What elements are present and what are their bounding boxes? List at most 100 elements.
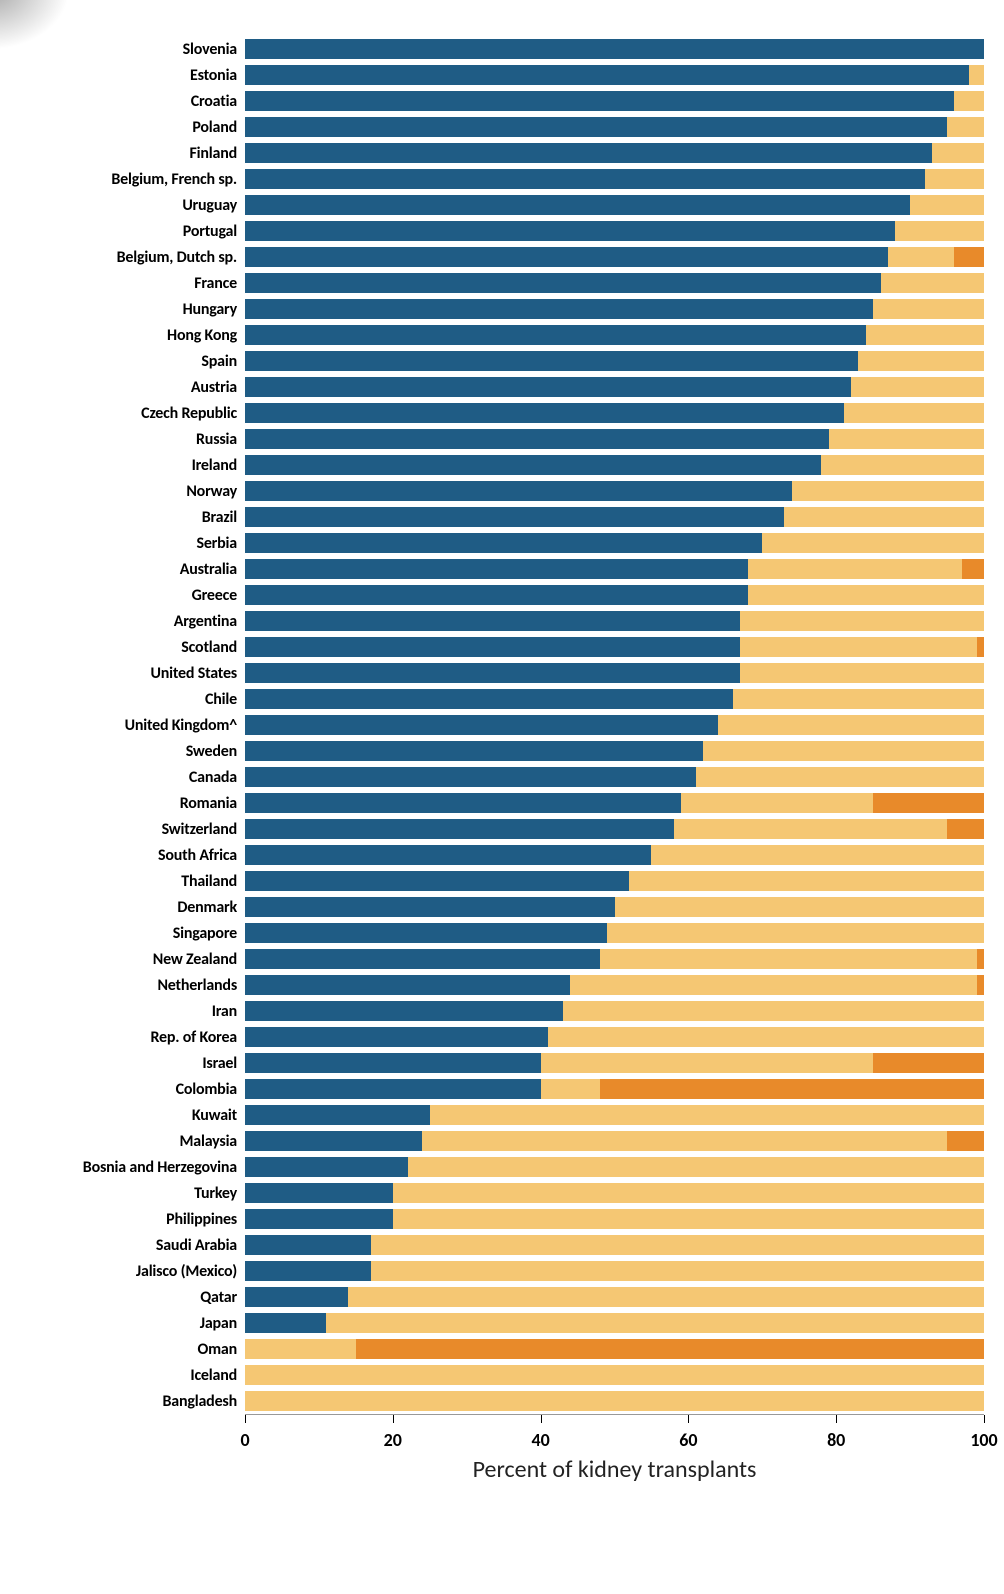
bar-segment-living: [954, 91, 984, 111]
bar-segment-deceased: [245, 1105, 430, 1125]
bar-segment-living: [740, 637, 976, 657]
country-label: South Africa: [20, 846, 245, 865]
country-label: Austria: [20, 378, 245, 397]
bar-segment-living: [910, 195, 984, 215]
bar-segment-deceased: [245, 975, 570, 995]
country-label: Philippines: [20, 1210, 245, 1229]
bar-segment-unknown: [873, 1053, 984, 1073]
bar-row: [245, 897, 984, 917]
bar-row: [245, 715, 984, 735]
bar-segment-living: [703, 741, 984, 761]
bar-segment-living: [947, 117, 984, 137]
bar-segment-living: [740, 663, 984, 683]
bar-segment-living: [748, 585, 984, 605]
bar-segment-deceased: [245, 325, 866, 345]
bar-segment-living: [829, 429, 984, 449]
bar-row: [245, 39, 984, 59]
bar-row: [245, 299, 984, 319]
bar-segment-deceased: [245, 1313, 326, 1333]
bar-segment-living: [430, 1105, 984, 1125]
bar-segment-living: [888, 247, 955, 267]
bar-segment-deceased: [245, 143, 932, 163]
bar-row: [245, 65, 984, 85]
country-label: Bosnia and Herzegovina: [20, 1158, 245, 1177]
bar-segment-living: [326, 1313, 984, 1333]
bar-segment-deceased: [245, 507, 784, 527]
bar-segment-deceased: [245, 1235, 371, 1255]
bar-segment-unknown: [356, 1339, 984, 1359]
bar-segment-living: [792, 481, 984, 501]
bar-segment-deceased: [245, 221, 895, 241]
bar-row: [245, 507, 984, 527]
bar-segment-deceased: [245, 585, 748, 605]
bar-segment-deceased: [245, 715, 718, 735]
bar-segment-deceased: [245, 299, 873, 319]
axis-tick-label: 20: [384, 1429, 402, 1451]
bar-segment-living: [748, 559, 962, 579]
bar-row: [245, 429, 984, 449]
country-label: Bangladesh: [20, 1392, 245, 1411]
country-label: Croatia: [20, 92, 245, 111]
bar-row: [245, 923, 984, 943]
bar-row: [245, 611, 984, 631]
bar-segment-living: [393, 1209, 984, 1229]
bar-segment-deceased: [245, 39, 984, 59]
bar-row: [245, 1157, 984, 1177]
country-label: Czech Republic: [20, 404, 245, 423]
bar-segment-living: [881, 273, 984, 293]
bar-segment-deceased: [245, 481, 792, 501]
bar-segment-unknown: [977, 975, 984, 995]
bar-segment-living: [718, 715, 984, 735]
bar-row: [245, 689, 984, 709]
bar-row: [245, 1365, 984, 1385]
bar-segment-deceased: [245, 663, 740, 683]
country-label: Netherlands: [20, 976, 245, 995]
bar-segment-unknown: [962, 559, 984, 579]
bar-segment-living: [245, 1391, 984, 1411]
bar-row: [245, 1287, 984, 1307]
axis-tick: [393, 1415, 394, 1423]
country-label: Iceland: [20, 1366, 245, 1385]
bar-segment-living: [873, 299, 984, 319]
country-label: Rep. of Korea: [20, 1028, 245, 1047]
bar-row: [245, 273, 984, 293]
bar-segment-deceased: [245, 351, 858, 371]
country-label: United States: [20, 664, 245, 683]
x-axis-ticks: [245, 1415, 984, 1425]
bar-segment-living: [925, 169, 984, 189]
bar-segment-unknown: [947, 1131, 984, 1151]
bar-segment-unknown: [873, 793, 984, 813]
bar-row: [245, 1261, 984, 1281]
bar-row: [245, 1391, 984, 1411]
bar-segment-deceased: [245, 1053, 541, 1073]
bar-segment-living: [932, 143, 984, 163]
bar-segment-living: [570, 975, 976, 995]
bar-row: [245, 91, 984, 111]
bar-segment-deceased: [245, 689, 733, 709]
bar-segment-living: [844, 403, 984, 423]
bar-segment-unknown: [954, 247, 984, 267]
axis-tick: [836, 1415, 837, 1423]
bar-row: [245, 221, 984, 241]
country-label: Jalisco (Mexico): [20, 1262, 245, 1281]
bar-segment-deceased: [245, 845, 651, 865]
bar-row: [245, 325, 984, 345]
bar-segment-living: [607, 923, 984, 943]
bar-segment-deceased: [245, 429, 829, 449]
bar-row: [245, 767, 984, 787]
axis-tick: [984, 1415, 985, 1423]
bar-row: [245, 1027, 984, 1047]
bar-segment-deceased: [245, 1183, 393, 1203]
bar-row: [245, 1183, 984, 1203]
bar-segment-deceased: [245, 247, 888, 267]
bar-segment-deceased: [245, 533, 762, 553]
bar-segment-deceased: [245, 793, 681, 813]
bar-segment-deceased: [245, 559, 748, 579]
bar-segment-living: [733, 689, 984, 709]
country-label: Greece: [20, 586, 245, 605]
bar-row: [245, 403, 984, 423]
country-label: Colombia: [20, 1080, 245, 1099]
country-label: Chile: [20, 690, 245, 709]
bar-segment-living: [563, 1001, 984, 1021]
bar-segment-living: [600, 949, 977, 969]
